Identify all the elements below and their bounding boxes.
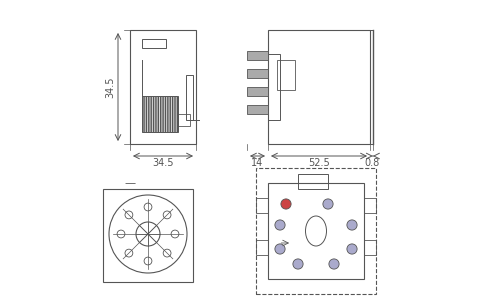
- Circle shape: [163, 211, 171, 219]
- Bar: [268, 30, 370, 144]
- Bar: [142, 39, 166, 48]
- Circle shape: [275, 244, 285, 254]
- Bar: [268, 183, 364, 279]
- Text: 34.5: 34.5: [106, 76, 116, 98]
- Circle shape: [117, 230, 125, 238]
- Circle shape: [171, 230, 179, 238]
- Circle shape: [125, 211, 133, 219]
- Circle shape: [125, 249, 133, 257]
- Circle shape: [347, 220, 357, 230]
- Bar: [186, 75, 193, 120]
- Bar: [247, 69, 268, 78]
- Circle shape: [136, 222, 160, 246]
- Circle shape: [275, 220, 285, 230]
- Circle shape: [163, 249, 171, 257]
- Circle shape: [323, 199, 333, 209]
- Bar: [364, 198, 376, 213]
- Circle shape: [144, 203, 152, 211]
- Circle shape: [144, 257, 152, 265]
- Circle shape: [281, 199, 291, 209]
- Bar: [256, 168, 376, 294]
- Bar: [247, 51, 268, 60]
- Text: 52.5: 52.5: [308, 158, 330, 169]
- Bar: [247, 105, 268, 114]
- Circle shape: [293, 259, 303, 269]
- Circle shape: [347, 244, 357, 254]
- Bar: [256, 198, 268, 213]
- Bar: [256, 240, 268, 255]
- Text: —: —: [124, 178, 136, 188]
- Bar: [178, 114, 190, 126]
- Bar: [103, 189, 193, 282]
- Bar: [247, 87, 268, 96]
- Bar: [268, 54, 280, 120]
- Text: 34.5: 34.5: [152, 158, 174, 169]
- Text: 14: 14: [252, 158, 264, 169]
- Bar: [364, 240, 376, 255]
- Bar: [130, 30, 196, 144]
- Circle shape: [329, 259, 339, 269]
- Bar: [277, 60, 295, 90]
- Bar: [298, 174, 328, 189]
- Bar: [142, 96, 178, 132]
- Text: 0.8: 0.8: [364, 158, 379, 169]
